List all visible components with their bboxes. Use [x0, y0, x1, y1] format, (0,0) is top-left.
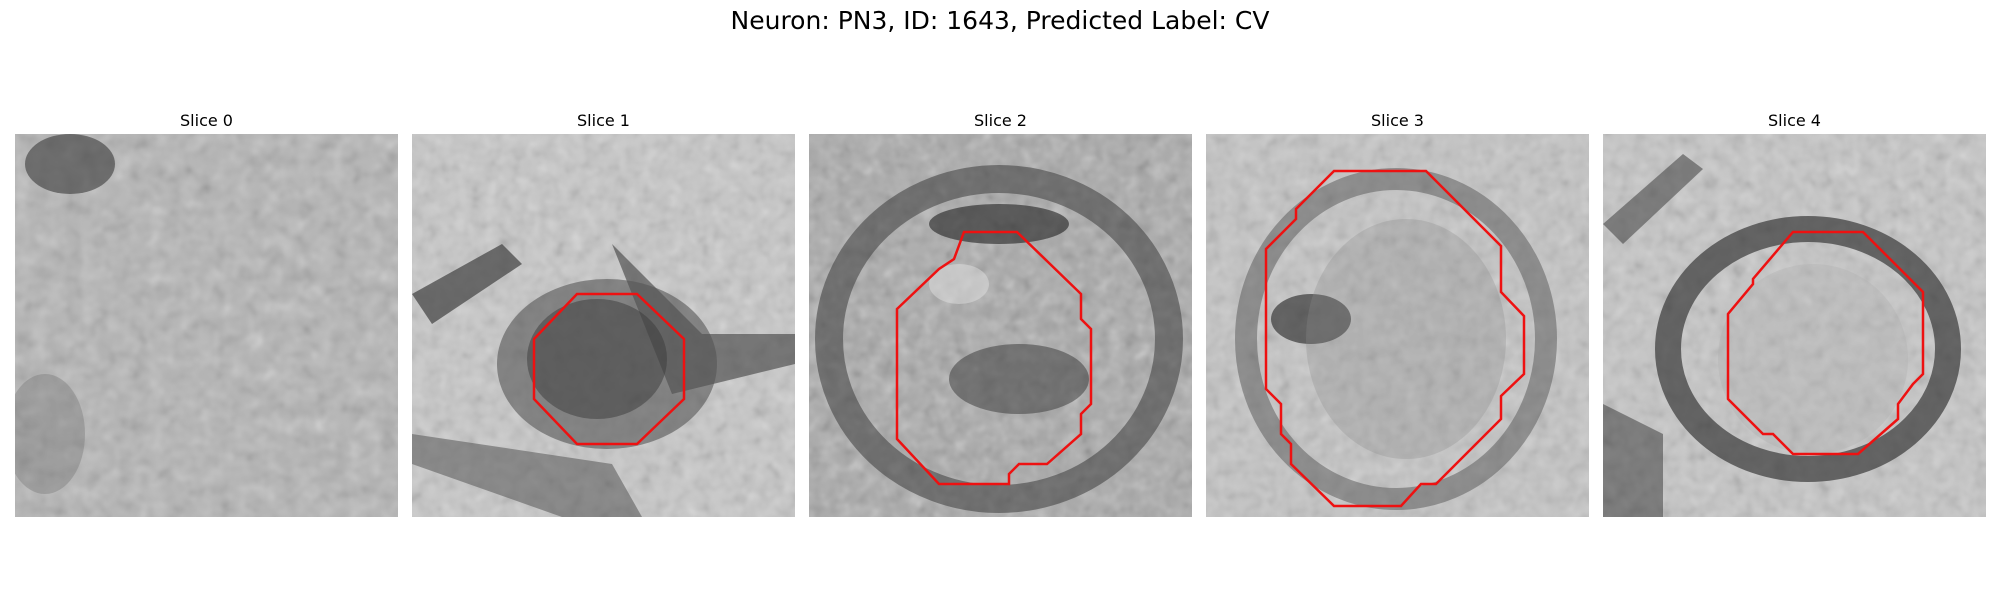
slice-image-2	[809, 134, 1192, 517]
slice-image-3	[1206, 134, 1589, 517]
slice-panel-4: Slice 4	[1603, 108, 1986, 517]
slice-panel-0: Slice 0	[15, 108, 398, 517]
slice-panel-2: Slice 2	[809, 108, 1192, 517]
contour-outline	[895, 230, 1093, 486]
slice-title: Slice 0	[180, 111, 233, 130]
figure-title: Neuron: PN3, ID: 1643, Predicted Label: …	[730, 6, 1270, 35]
slice-title: Slice 4	[1768, 111, 1821, 130]
slice-image-1	[412, 134, 795, 517]
contour-outline	[1726, 230, 1925, 456]
contour-outline	[532, 292, 686, 446]
slice-title: Slice 2	[974, 111, 1027, 130]
slice-panel-3: Slice 3	[1206, 108, 1589, 517]
slice-title: Slice 3	[1371, 111, 1424, 130]
slice-panel-1: Slice 1	[412, 108, 795, 517]
contour-outline	[1264, 169, 1526, 508]
slice-image-0	[15, 134, 398, 517]
slice-image-4	[1603, 134, 1986, 517]
slice-title: Slice 1	[577, 111, 630, 130]
